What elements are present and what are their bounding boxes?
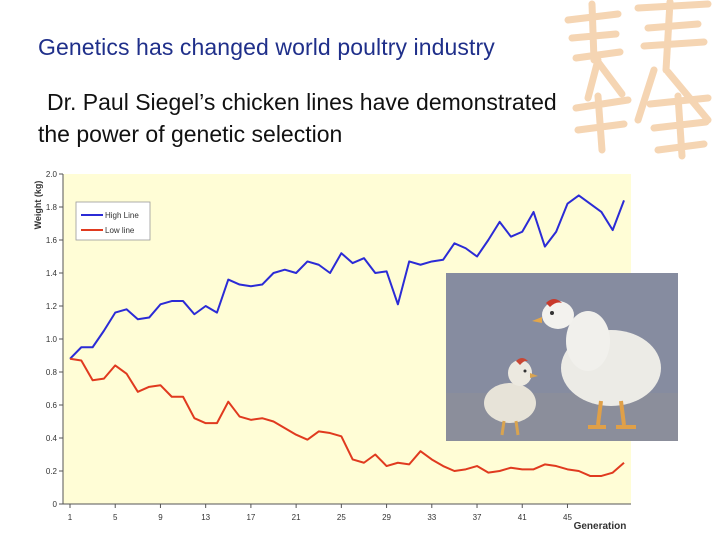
legend-low-line-label: Low line xyxy=(105,226,135,235)
y-axis-label: Weight (kg) xyxy=(33,181,43,230)
y-tick-label: 1.0 xyxy=(46,335,58,344)
y-tick-label: 0.6 xyxy=(46,401,58,410)
x-tick-label: 41 xyxy=(518,513,527,522)
y-tick-label: 1.6 xyxy=(46,236,58,245)
x-tick-label: 21 xyxy=(292,513,301,522)
y-tick-label: 0.4 xyxy=(46,434,58,443)
y-tick-label: 0.2 xyxy=(46,467,58,476)
subtitle-line-2: the power of genetic selection xyxy=(38,121,343,147)
x-tick-label: 25 xyxy=(337,513,346,522)
x-tick-label: 17 xyxy=(246,513,255,522)
y-tick-label: 0.8 xyxy=(46,368,58,377)
x-tick-label: 1 xyxy=(68,513,73,522)
large-chicken-illustration xyxy=(532,299,661,429)
y-tick-label: 1.4 xyxy=(46,269,58,278)
x-axis-label: Generation xyxy=(574,521,627,532)
slide-subtitle: Dr. Paul Siegel’s chicken lines have dem… xyxy=(38,86,688,150)
y-tick-label: 2.0 xyxy=(46,170,58,179)
high-line-series xyxy=(69,194,625,360)
legend: High Line Low line xyxy=(75,201,151,241)
calligraphy-watermark xyxy=(564,0,712,160)
x-tick-label: 29 xyxy=(382,513,391,522)
low-line-series xyxy=(69,357,625,477)
slide-title: Genetics has changed world poultry indus… xyxy=(38,34,495,60)
legend-box xyxy=(75,201,151,241)
small-chicken-illustration xyxy=(484,358,538,436)
subtitle-line-1: Dr. Paul Siegel’s chicken lines have dem… xyxy=(47,89,557,115)
y-tick-label: 0 xyxy=(53,500,58,509)
x-tick-label: 37 xyxy=(473,513,482,522)
x-tick-label: 9 xyxy=(158,513,163,522)
x-tick-label: 5 xyxy=(113,513,118,522)
chicken-photo xyxy=(446,273,678,441)
x-tick-label: 45 xyxy=(563,513,572,522)
legend-high-line-label: High Line xyxy=(105,211,139,220)
y-tick-label: 1.8 xyxy=(46,203,58,212)
x-tick-label: 13 xyxy=(201,513,210,522)
y-tick-label: 1.2 xyxy=(46,302,58,311)
x-tick-label: 33 xyxy=(427,513,436,522)
